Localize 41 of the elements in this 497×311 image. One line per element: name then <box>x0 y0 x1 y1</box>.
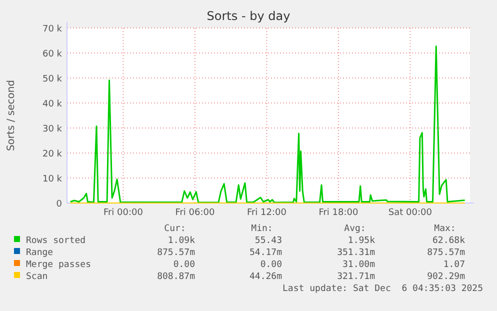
x-tick-label: Fri 00:00 <box>103 208 144 218</box>
y-tick-label: 50 k <box>42 74 63 84</box>
y-tick-label: 60 k <box>42 50 63 60</box>
y-tick-label: 40 k <box>42 100 63 110</box>
legend-label: Scan <box>26 272 48 282</box>
text: 1.95k <box>348 236 376 246</box>
line-series <box>70 46 466 204</box>
text: Min: <box>251 224 273 234</box>
legend-label: Rows sorted <box>26 236 86 246</box>
text: 31.00m <box>342 260 375 270</box>
text: Cur: <box>164 224 186 234</box>
text: 875.57m <box>157 248 195 258</box>
text: Avg: <box>344 224 366 234</box>
text: 875.57m <box>427 248 465 258</box>
text: 351.31m <box>337 248 375 258</box>
legend-label: Merge passes <box>26 260 92 270</box>
y-tick-label: 0 <box>56 200 62 210</box>
y-axis-title: Sorts / second <box>6 80 17 152</box>
x-tick-label: Fri 18:00 <box>318 208 358 218</box>
text: 55.43 <box>254 236 282 246</box>
text: 1.09k <box>168 236 196 246</box>
text: 1.07 <box>443 260 465 270</box>
y-tick-label: 30 k <box>42 124 63 134</box>
text: Last update: Sat Dec 6 04:35:03 2025 <box>282 284 483 294</box>
y-tick-label: 20 k <box>42 150 63 160</box>
chart-title: Sorts - by day <box>206 9 290 23</box>
x-tick-label: Sat 00:00 <box>388 208 432 218</box>
legend-label: Range <box>26 248 54 258</box>
text: 54.17m <box>249 248 282 258</box>
x-tick-label: Fri 12:00 <box>246 208 287 218</box>
text: 902.29m <box>427 272 465 282</box>
text: Max: <box>434 224 456 234</box>
x-tick-label: Fri 06:00 <box>175 208 215 218</box>
y-tick-label: 10 k <box>42 174 63 184</box>
text: 44.26m <box>249 272 282 282</box>
text: 808.87m <box>157 272 195 282</box>
text: 321.71m <box>337 272 375 282</box>
text: 62.68k <box>432 236 466 246</box>
text: 0.00 <box>260 260 282 270</box>
y-tick-label: 70 k <box>42 24 63 34</box>
text: 0.00 <box>173 260 195 270</box>
